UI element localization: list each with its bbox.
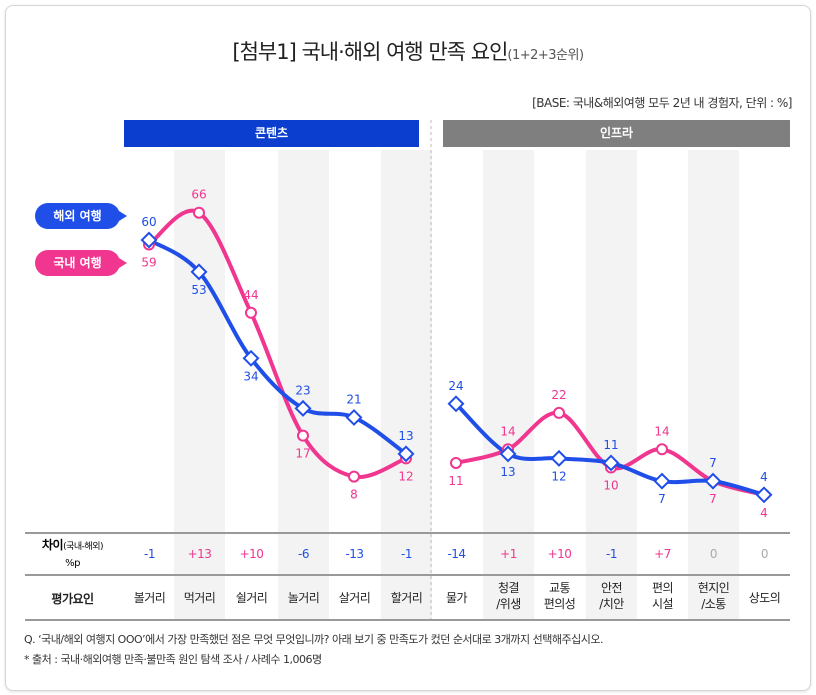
diff-value: -1 <box>401 547 412 561</box>
category-label: 청결 /위생 <box>496 581 521 611</box>
data-label: 23 <box>295 383 310 397</box>
diff-value: +1 <box>500 547 517 561</box>
data-label: 8 <box>350 488 358 502</box>
data-label: 14 <box>654 424 669 438</box>
category-label: 놀거리 <box>287 591 320 605</box>
diff-row-label: 차이(국내-해외) %p <box>25 538 120 571</box>
domestic-point <box>348 470 360 483</box>
diff-label: 차이 <box>42 538 64 552</box>
title-suffix: (1+2+3순위) <box>507 48 584 63</box>
data-label: 44 <box>243 288 258 302</box>
legend-domestic-label: 국내 여행 <box>53 256 102 270</box>
diff-value: +7 <box>654 547 671 561</box>
category-label: 물가 <box>445 591 468 605</box>
overseas-point <box>242 349 260 367</box>
category-label: 먹거리 <box>183 591 216 605</box>
category-label: 할거리 <box>390 591 423 605</box>
group-header-content: 콘텐츠 <box>124 120 419 147</box>
overseas-point <box>499 445 517 463</box>
diff-value: +10 <box>239 547 264 561</box>
data-label: 34 <box>243 369 258 383</box>
data-label: 12 <box>551 469 566 483</box>
data-label: 53 <box>191 283 206 297</box>
diff-value: +13 <box>187 547 212 561</box>
data-label: 17 <box>295 447 310 461</box>
domestic-point <box>297 429 309 442</box>
diff-value: -13 <box>345 547 364 561</box>
row-label: 평가요인 <box>51 592 94 606</box>
data-label: 59 <box>141 256 156 270</box>
footnote-source: * 출처 : 국내·해외여행 만족·불만족 원인 탐색 조사 / 사례수 1,0… <box>24 653 322 666</box>
category-label: 볼거리 <box>133 591 166 605</box>
overseas-point <box>140 231 158 249</box>
category-label: 살거리 <box>338 591 371 605</box>
overseas-point <box>345 408 363 426</box>
chart-title: [첨부1] 국내·해외 여행 만족 요인(1+2+3순위) <box>0 36 816 66</box>
data-label: 11 <box>448 474 463 488</box>
category-label: 안전 /치안 <box>599 581 624 611</box>
category-label: 교통 편의성 <box>543 581 576 611</box>
overseas-point <box>447 395 465 413</box>
overseas-point <box>755 486 773 504</box>
legend-domestic: 국내 여행 <box>35 250 127 276</box>
column-shade <box>586 150 637 620</box>
legend-overseas: 해외 여행 <box>35 203 127 229</box>
diff-value: +10 <box>547 547 572 561</box>
column-shade <box>483 150 534 620</box>
data-label: 4 <box>760 506 768 520</box>
overseas-point <box>294 399 312 417</box>
diff-value: 0 <box>760 547 769 561</box>
domestic-point <box>656 443 668 456</box>
overseas-point <box>704 472 722 490</box>
base-note: [BASE: 국내&해외여행 모두 2년 내 경험자, 단위 : %] <box>532 96 792 110</box>
data-label: 60 <box>141 215 156 229</box>
data-label: 10 <box>603 479 618 493</box>
overseas-point <box>653 472 671 490</box>
diff-value: 0 <box>709 547 718 561</box>
overseas-point <box>602 454 620 472</box>
data-label: 66 <box>191 188 206 202</box>
data-label: 13 <box>500 465 515 479</box>
group-header-infra: 인프라 <box>443 120 790 147</box>
data-label: 14 <box>500 424 515 438</box>
data-label: 13 <box>398 429 413 443</box>
column-shade <box>278 150 329 620</box>
column-shade <box>174 150 225 620</box>
data-label: 7 <box>709 492 717 506</box>
data-label: 12 <box>398 469 413 483</box>
diff-value: -14 <box>447 547 466 561</box>
data-label: 11 <box>603 438 618 452</box>
domestic-point <box>193 206 205 219</box>
title-text: [첨부1] 국내·해외 여행 만족 요인 <box>232 40 508 64</box>
column-shade <box>688 150 739 620</box>
domestic-point <box>450 456 462 469</box>
domestic-point <box>245 306 257 319</box>
diff-value: -1 <box>144 547 155 561</box>
diff-unit: %p <box>65 558 80 569</box>
overseas-point <box>550 449 568 467</box>
data-label: 21 <box>346 392 361 406</box>
diff-label-sub: (국내-해외) <box>63 542 103 552</box>
column-shade <box>381 150 432 620</box>
footnotes: Q. ‘국내/해외 여행지 OOO’에서 가장 만족했던 점은 무엇 무엇입니까… <box>24 630 603 670</box>
category-label: 현지인 /소통 <box>697 581 730 611</box>
overseas-point <box>397 445 415 463</box>
category-label: 쉴거리 <box>235 591 268 605</box>
data-label: 7 <box>709 456 717 470</box>
overseas-point <box>190 263 208 281</box>
data-label: 24 <box>448 379 463 393</box>
data-label: 4 <box>760 470 768 484</box>
data-label: 22 <box>551 388 566 402</box>
legend-overseas-label: 해외 여행 <box>53 209 102 223</box>
footnote-question: Q. ‘국내/해외 여행지 OOO’에서 가장 만족했던 점은 무엇 무엇입니까… <box>24 633 603 646</box>
data-label: 7 <box>658 492 666 506</box>
category-label: 상도의 <box>748 591 781 605</box>
diff-value: -6 <box>298 547 309 561</box>
diff-value: -1 <box>606 547 617 561</box>
domestic-point <box>553 406 565 419</box>
category-label: 편의 시설 <box>651 581 674 611</box>
